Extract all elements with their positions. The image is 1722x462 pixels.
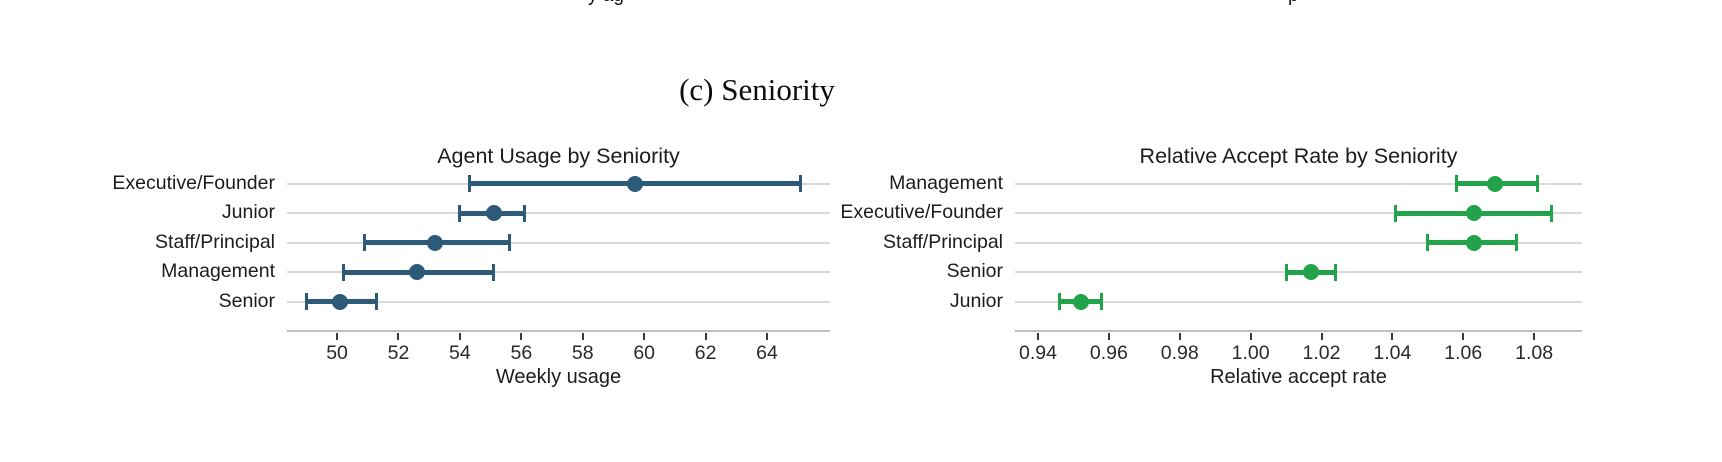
- category-gridline: [1015, 241, 1582, 244]
- chart-relative-accept-rate-by-seniority: Relative Accept Rate by Seniority Relati…: [820, 140, 1670, 400]
- x-axis-label: Relative accept rate: [1210, 366, 1387, 388]
- category-label: Executive/Founder: [840, 201, 1003, 224]
- x-tick-mark: [458, 333, 461, 340]
- category-label: Management: [889, 171, 1003, 194]
- category-label: Senior: [218, 289, 275, 312]
- error-bar-cap-high: [1334, 263, 1338, 281]
- error-bar-cap-low: [458, 204, 462, 222]
- x-axis-spine: [287, 330, 830, 332]
- point-dot: [1465, 234, 1482, 251]
- x-tick-label: 54: [449, 342, 471, 364]
- error-bar-cap-low: [1394, 204, 1398, 222]
- x-tick-label: 1.02: [1302, 342, 1341, 364]
- category-gridline: [1015, 182, 1582, 185]
- x-tick-label: 56: [510, 342, 533, 364]
- x-tick-mark: [581, 333, 584, 340]
- category-gridline: [287, 241, 830, 244]
- error-bar-cap-low: [467, 175, 471, 192]
- point-dot: [1465, 205, 1482, 222]
- x-tick-mark: [1391, 333, 1394, 340]
- category-label: Junior: [949, 289, 1003, 312]
- x-tick-mark: [1462, 333, 1465, 340]
- figure-caption: (c) Seniority: [679, 72, 835, 107]
- x-tick-label: 64: [756, 342, 778, 364]
- error-bar-cap-low: [1284, 263, 1288, 281]
- x-tick-mark: [766, 333, 769, 340]
- category-gridline: [287, 300, 830, 303]
- point-dot: [408, 264, 425, 281]
- x-tick-mark: [336, 333, 339, 340]
- x-tick-label: 1.06: [1444, 342, 1483, 364]
- clipped-text-fragment: y ag: [588, 0, 648, 5]
- x-tick-label: 50: [326, 342, 348, 364]
- x-axis-label: Weekly usage: [495, 366, 622, 388]
- point-dot: [1487, 175, 1504, 192]
- error-bar-cap-high: [799, 175, 803, 192]
- category-label: Staff/Principal: [155, 230, 275, 253]
- x-tick-mark: [1533, 333, 1536, 340]
- x-tick-label: 58: [571, 342, 594, 364]
- x-tick-label: 62: [694, 342, 717, 364]
- point-dot: [1072, 293, 1089, 310]
- chart-agent-usage-by-seniority: Agent Usage by Seniority Weekly usage Ex…: [90, 140, 835, 400]
- x-tick-mark: [1107, 333, 1110, 340]
- x-tick-label: 60: [633, 342, 656, 364]
- error-bar-cap-low: [1454, 175, 1458, 192]
- error-bar-cap-low: [363, 234, 367, 252]
- x-tick-label: 0.94: [1019, 342, 1057, 364]
- category-gridline: [1015, 212, 1582, 215]
- error-bar-cap-low: [304, 293, 308, 311]
- error-bar-cap-high: [1100, 293, 1104, 311]
- error-bar-cap-high: [1536, 175, 1540, 192]
- x-tick-label: 0.96: [1089, 342, 1128, 364]
- category-gridline: [1015, 300, 1582, 303]
- point-dot: [332, 293, 349, 310]
- chart-title: Agent Usage by Seniority: [437, 144, 680, 168]
- chart-title: Relative Accept Rate by Seniority: [1139, 144, 1458, 168]
- x-tick-mark: [397, 333, 400, 340]
- category-label: Executive/Founder: [112, 171, 275, 194]
- x-tick-label: 1.00: [1231, 342, 1270, 364]
- x-tick-label: 1.04: [1373, 342, 1412, 364]
- point-dot: [485, 205, 502, 222]
- x-axis-spine: [1015, 330, 1582, 332]
- category-label: Staff/Principal: [883, 230, 1003, 253]
- error-bar-cap-low: [1057, 293, 1061, 311]
- x-tick-mark: [1178, 333, 1181, 340]
- error-bar-cap-high: [1514, 234, 1518, 252]
- point-dot: [626, 175, 643, 192]
- category-label: Management: [161, 260, 275, 283]
- x-tick-label: 1.08: [1515, 342, 1554, 364]
- x-tick-mark: [1249, 333, 1252, 340]
- x-tick-mark: [1037, 333, 1040, 340]
- x-tick-label: 0.98: [1160, 342, 1199, 364]
- error-bar-cap-high: [507, 234, 511, 252]
- category-gridline: [287, 271, 830, 274]
- point-dot: [427, 234, 444, 251]
- error-bar-cap-low: [341, 263, 345, 281]
- x-tick-mark: [520, 333, 523, 340]
- clipped-text-fragment: p: [1288, 0, 1318, 5]
- category-label: Junior: [221, 201, 275, 224]
- category-label: Senior: [946, 260, 1003, 283]
- error-bar-cap-high: [492, 263, 496, 281]
- error-bar-cap-high: [522, 204, 526, 222]
- error-bar-cap-low: [1426, 234, 1430, 252]
- category-gridline: [287, 212, 830, 215]
- x-tick-label: 52: [387, 342, 410, 364]
- x-tick-mark: [643, 333, 646, 340]
- x-tick-mark: [1320, 333, 1323, 340]
- x-tick-mark: [704, 333, 707, 340]
- error-bar-cap-high: [375, 293, 379, 311]
- error-bar-cap-high: [1550, 204, 1554, 222]
- point-dot: [1302, 264, 1319, 281]
